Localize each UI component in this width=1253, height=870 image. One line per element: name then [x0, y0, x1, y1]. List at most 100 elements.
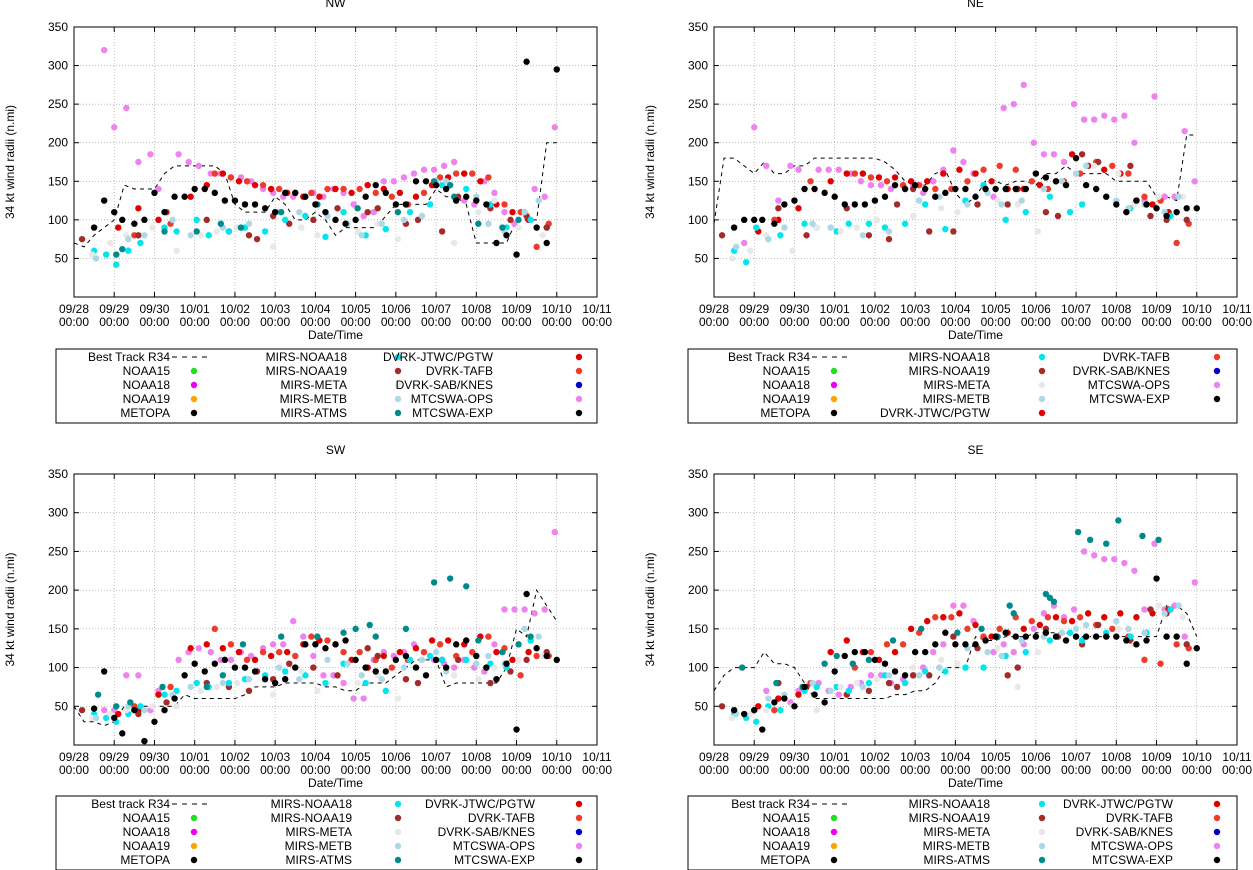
data-point	[322, 233, 329, 241]
x-axis-label: Date/Time	[308, 328, 363, 342]
data-point	[1141, 193, 1148, 200]
x-tick-time-label: 00:00	[940, 763, 970, 777]
data-point	[463, 583, 470, 590]
data-point	[322, 679, 329, 687]
data-point	[1113, 633, 1120, 640]
data-point	[378, 220, 385, 227]
data-point	[261, 228, 269, 235]
data-point	[340, 629, 347, 636]
data-point	[239, 641, 247, 648]
data-point	[859, 232, 867, 239]
data-point	[235, 648, 243, 656]
data-point	[432, 656, 440, 664]
data-point	[438, 228, 446, 235]
x-tick-time-label: 00:00	[582, 763, 612, 777]
legend-label: MIRS-ATMS	[924, 853, 990, 867]
legend-swatch	[190, 828, 198, 836]
legend-label: NOAA15	[123, 364, 171, 378]
data-point	[775, 197, 782, 204]
data-point	[155, 216, 162, 224]
data-point	[952, 641, 959, 648]
data-point	[483, 201, 490, 208]
data-point	[350, 201, 357, 208]
y-tick-label: 100	[688, 213, 708, 227]
data-point	[237, 224, 245, 231]
data-point	[742, 259, 750, 266]
data-point	[851, 201, 859, 208]
data-point	[141, 232, 148, 239]
data-point	[286, 220, 293, 227]
data-point	[137, 703, 144, 710]
legend-swatch	[1213, 856, 1221, 864]
x-tick-label: 10/08	[461, 750, 491, 764]
data-point	[1155, 193, 1162, 200]
data-point	[201, 185, 208, 193]
legend-label: MTCSWA-EXP	[412, 406, 493, 420]
data-point	[891, 648, 899, 656]
data-point	[541, 193, 548, 200]
y-tick-label: 300	[48, 59, 68, 73]
data-point	[207, 648, 214, 656]
y-tick-label: 250	[48, 544, 68, 558]
x-tick-label: 09/29	[739, 302, 769, 316]
data-point	[141, 706, 148, 714]
data-point	[718, 232, 726, 239]
data-point	[296, 675, 303, 683]
data-point	[125, 247, 132, 254]
data-point	[161, 691, 168, 698]
data-point	[322, 208, 329, 216]
y-tick-label: 350	[48, 467, 68, 481]
plot-area	[714, 517, 1200, 733]
data-point	[972, 621, 979, 629]
chart-ne: 5010015020025030035009/2800:0009/2900:00…	[643, 0, 1252, 424]
data-point	[217, 220, 225, 227]
data-point	[982, 637, 989, 644]
legend-swatch	[1038, 814, 1046, 822]
data-point	[915, 197, 923, 204]
data-point	[942, 629, 949, 636]
x-axis-label: Date/Time	[948, 776, 1003, 790]
data-point	[348, 189, 355, 197]
data-point	[1095, 621, 1102, 629]
data-point	[1018, 197, 1025, 204]
data-point	[340, 679, 347, 687]
data-point	[485, 633, 492, 640]
data-point	[841, 201, 848, 208]
data-point	[1014, 664, 1021, 671]
data-point	[926, 672, 933, 679]
data-point	[90, 224, 98, 231]
data-point	[940, 641, 947, 648]
data-point	[414, 679, 422, 687]
series-dvrk-jtwc-pgtw	[115, 170, 532, 231]
y-tick-label: 100	[48, 213, 68, 227]
data-point	[992, 633, 999, 640]
data-point	[922, 668, 929, 675]
x-tick-time-label: 00:00	[1101, 763, 1131, 777]
x-tick-label: 10/02	[220, 750, 250, 764]
data-point	[382, 687, 389, 694]
data-point	[1133, 641, 1140, 648]
data-point	[1133, 614, 1140, 621]
x-tick-time-label: 00:00	[1142, 763, 1172, 777]
x-tick-label: 10/08	[1101, 302, 1131, 316]
legend-label: NOAA19	[123, 839, 171, 853]
data-point	[127, 699, 134, 706]
x-tick-label: 09/30	[779, 302, 809, 316]
data-point	[525, 648, 532, 656]
x-tick-time-label: 00:00	[940, 315, 970, 329]
data-point	[541, 606, 548, 613]
y-tick-label: 300	[48, 506, 68, 520]
data-point	[243, 178, 251, 185]
data-point	[1179, 614, 1186, 621]
data-point	[835, 691, 842, 698]
data-point	[493, 675, 500, 683]
data-point	[1014, 201, 1021, 208]
data-point	[340, 185, 347, 193]
data-point	[763, 687, 770, 694]
x-tick-label: 10/08	[1101, 750, 1131, 764]
data-point	[740, 216, 748, 224]
data-point	[312, 641, 319, 648]
x-tick-label: 10/07	[421, 750, 451, 764]
data-point	[436, 174, 444, 181]
